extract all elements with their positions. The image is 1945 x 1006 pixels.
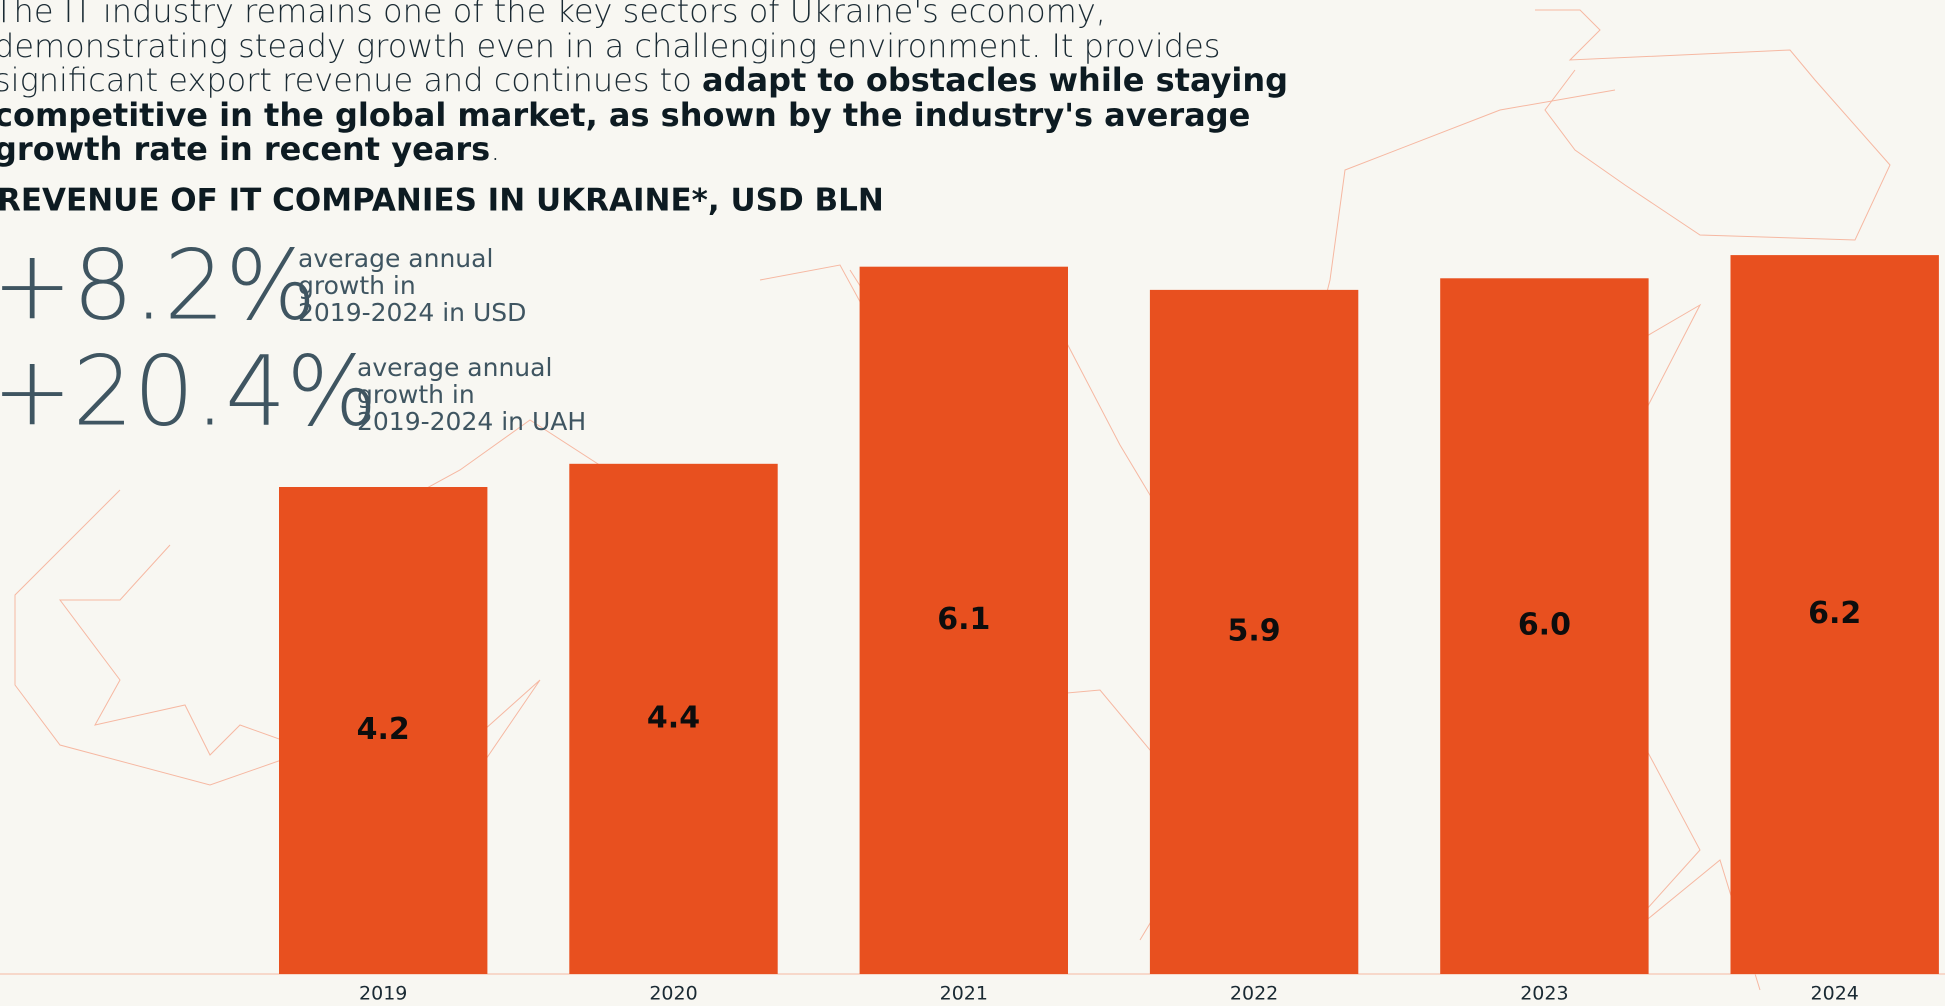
stat-label: growth in: [357, 380, 475, 409]
x-tick-label: 2021: [940, 983, 988, 1005]
bar: [279, 487, 488, 974]
value-label: 5.9: [1228, 613, 1281, 648]
x-tick-label: 2022: [1230, 983, 1278, 1005]
x-tick-label: 2019: [359, 983, 407, 1005]
intro-text: The IT industry remains one of the key s…: [0, 0, 1221, 99]
bar: [1730, 255, 1939, 975]
stat-label: average annual: [298, 244, 493, 273]
stat-label: average annual: [357, 353, 552, 382]
intro-paragraph: The IT industry remains one of the key s…: [0, 0, 1329, 167]
value-label: 6.1: [937, 602, 990, 637]
decor-line: [1535, 9, 1891, 241]
intro-bold: adapt to obstacles while staying competi…: [0, 61, 1289, 168]
stat-value: +8.2%: [0, 229, 316, 341]
intro-text: .: [490, 130, 501, 168]
stats: +8.2% average annual growth in 2019-2024…: [0, 229, 586, 447]
decor-line: [14, 489, 312, 786]
bar: [859, 266, 1068, 974]
value-label: 4.2: [357, 712, 410, 747]
value-label: 6.0: [1518, 608, 1571, 643]
bar: [569, 463, 778, 974]
bar: [1440, 278, 1649, 974]
x-tick-label: 2020: [649, 983, 697, 1005]
bar: [1149, 289, 1359, 974]
x-tick-label: 2024: [1811, 983, 1859, 1005]
stat-value: +20.4%: [0, 335, 377, 447]
stat-label: growth in: [298, 271, 416, 300]
stat-label: 2019-2024 in UAH: [357, 407, 586, 436]
x-tick-label: 2023: [1520, 983, 1568, 1005]
value-label: 4.4: [647, 700, 700, 735]
chart-title: REVENUE OF IT COMPANIES IN UKRAINE*, USD…: [0, 183, 884, 219]
value-label: 6.2: [1808, 596, 1861, 631]
stat-label: 2019-2024 in USD: [298, 298, 526, 327]
